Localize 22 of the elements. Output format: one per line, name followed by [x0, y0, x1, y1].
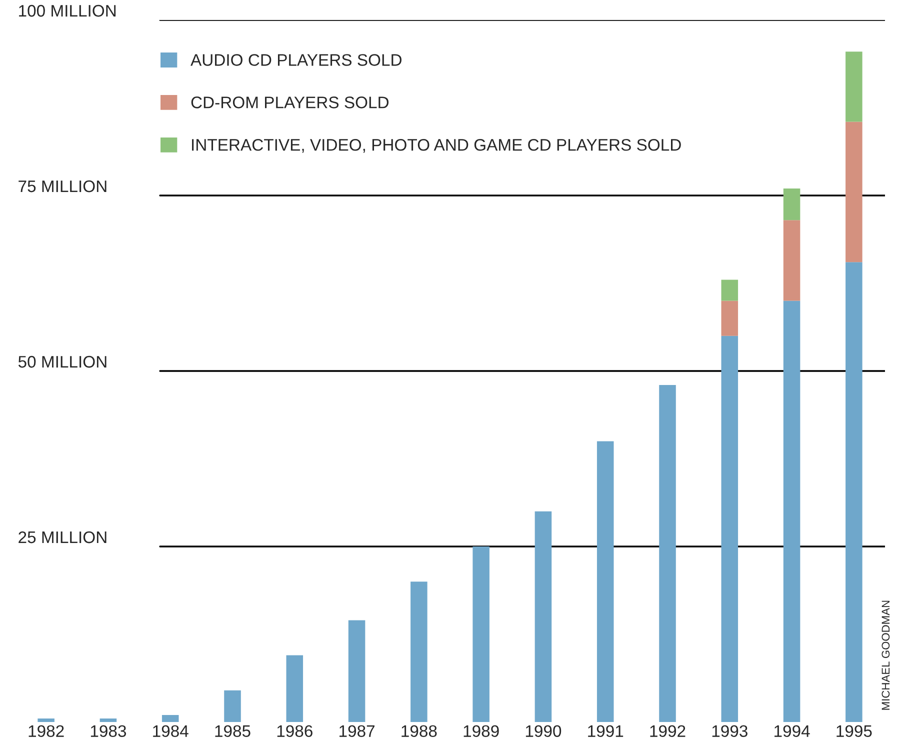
legend-label: AUDIO CD PLAYERS SOLD [190, 54, 402, 66]
x-tick-label: 1985 [215, 725, 250, 737]
x-tick-label: 1994 [774, 725, 810, 737]
x-tick-label: 1991 [588, 725, 624, 737]
y-tick-label: 75 MILLION [18, 180, 106, 192]
x-tick-label: 1995 [836, 725, 872, 737]
x-tick-label: 1983 [90, 725, 126, 737]
x-tick-label: 1988 [402, 725, 437, 737]
y-tick-label: 25 MILLION [18, 531, 106, 544]
y-tick-label: 100 MILLION [19, 4, 116, 17]
x-tick-label: 1990 [526, 725, 562, 737]
x-tick-label: 1987 [340, 725, 374, 737]
x-tick-label: 1984 [153, 725, 188, 737]
x-tick-label: 1986 [277, 725, 312, 737]
x-tick-label: 1989 [464, 725, 499, 737]
legend-label: INTERACTIVE, VIDEO, PHOTO AND GAME CD PLAYERS SOLD [192, 138, 681, 153]
x-tick-label: 1982 [28, 725, 64, 737]
legend-label: CD-ROM PLAYERS SOLD [191, 96, 389, 108]
y-tick-label: 50 MILLION [18, 356, 106, 368]
x-tick-label: 1993 [712, 725, 748, 737]
annotation: MICHAEL GOODMAN [882, 600, 890, 710]
x-tick-label: 1992 [650, 725, 686, 737]
